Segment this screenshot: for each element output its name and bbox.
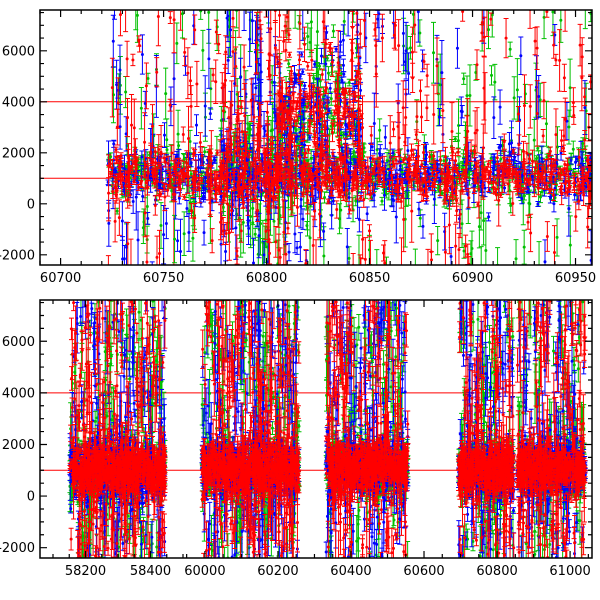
chart-canvas: [0, 0, 600, 600]
light-curve-figure: [0, 0, 600, 600]
